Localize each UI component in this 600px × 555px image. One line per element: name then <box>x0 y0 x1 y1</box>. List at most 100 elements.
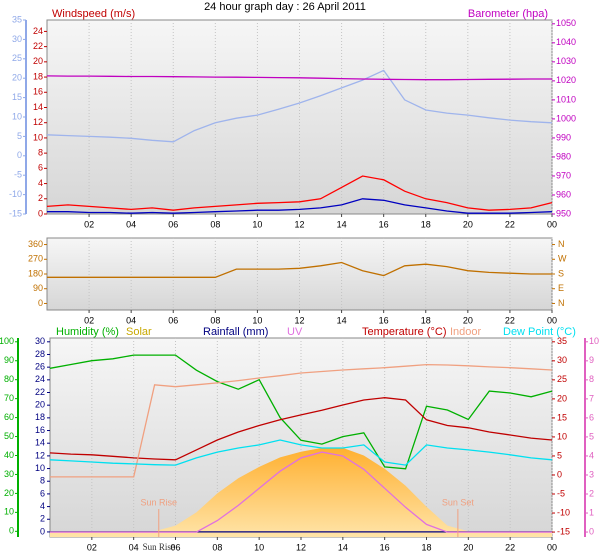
x-tick-label: 00 <box>547 219 557 229</box>
x-tick-label: 12 <box>296 542 306 552</box>
y-tick-label: 950 <box>556 208 571 218</box>
x-tick-label: 22 <box>505 315 515 325</box>
y-tick-label: 1020 <box>556 75 576 85</box>
y-tick-label: 22 <box>35 387 45 397</box>
y-tick-label: 25 <box>557 374 567 384</box>
x-tick-label: 14 <box>338 542 348 552</box>
y-tick-label: 90 <box>4 355 14 365</box>
line <box>50 451 552 533</box>
y-tick-label: 16 <box>35 425 45 435</box>
line <box>49 397 553 461</box>
y-tick-label: 35 <box>12 14 22 24</box>
y-tick-label: 10 <box>557 431 567 441</box>
line <box>46 69 553 143</box>
y-tick-label: -15 <box>557 526 570 536</box>
y-tick-label: 990 <box>556 132 571 142</box>
x-marker-label: Sun Rise <box>143 542 175 552</box>
y-tick-label: 24 <box>33 26 43 36</box>
y-tick-label: 270 <box>28 254 43 264</box>
legend-entry: Rainfall (mm) <box>203 326 268 338</box>
y-tick-label: 8 <box>38 148 43 158</box>
x-tick-label: 06 <box>168 219 178 229</box>
y-tick-label: 12 <box>33 117 43 127</box>
x-tick-label: 02 <box>84 219 94 229</box>
line <box>46 75 552 81</box>
y-tick-label: 180 <box>28 268 43 278</box>
y-tick-label: 8 <box>40 476 45 486</box>
y-axis-label: Windspeed (m/s) <box>52 8 135 20</box>
y-tick-label: 2 <box>38 193 43 203</box>
y-tick-label: 4 <box>40 501 45 511</box>
x-tick-label: 16 <box>380 542 390 552</box>
x-tick-label: 12 <box>294 315 304 325</box>
y-tick-label: 2 <box>40 514 45 524</box>
line <box>47 198 553 214</box>
x-tick-label: 18 <box>421 315 431 325</box>
y-tick-label: -15 <box>9 208 22 218</box>
x-tick-label: 02 <box>84 315 94 325</box>
x-tick-label: 22 <box>505 542 515 552</box>
y-tick-label: 8 <box>589 374 594 384</box>
y-tick-label: 3 <box>589 469 594 479</box>
y-tick-label: 16 <box>33 87 43 97</box>
y-tick-label: 0 <box>38 208 43 218</box>
y-tick-label: 1010 <box>556 94 576 104</box>
x-tick-label: 16 <box>379 315 389 325</box>
x-tick-label: 14 <box>337 315 347 325</box>
y-tick-label: 0 <box>589 526 594 536</box>
y-tick-label: 0 <box>9 526 14 536</box>
legend-entry: Dew Point (°C) <box>503 326 576 338</box>
y-tick-label: 25 <box>12 53 22 63</box>
y-tick-label: 4 <box>38 178 43 188</box>
x-tick-label: 20 <box>463 219 473 229</box>
y-tick-label: S <box>558 268 564 278</box>
x-tick-label: 08 <box>210 315 220 325</box>
x-tick-label: 04 <box>129 542 139 552</box>
y-tick-label: 10 <box>12 111 22 121</box>
y-tick-label: 30 <box>12 34 22 44</box>
y-tick-label: 960 <box>556 189 571 199</box>
chart-title: 24 hour graph day : 26 April 2011 <box>204 1 366 13</box>
y-tick-label: 15 <box>12 92 22 102</box>
y-tick-label: 70 <box>4 393 14 403</box>
y-tick-label: 6 <box>40 488 45 498</box>
y-tick-label: 6 <box>38 163 43 173</box>
area <box>50 447 552 537</box>
y-tick-label: 30 <box>35 336 45 346</box>
y-tick-label: 15 <box>557 412 567 422</box>
x-tick-label: 20 <box>463 315 473 325</box>
x-tick-label: 06 <box>170 542 180 552</box>
y-tick-label: -10 <box>9 189 22 199</box>
x-tick-label: 20 <box>463 542 473 552</box>
y-tick-label: 20 <box>12 73 22 83</box>
y-tick-label: 24 <box>35 374 45 384</box>
x-tick-label: 00 <box>547 542 557 552</box>
annotation: Sun Rise <box>141 497 178 507</box>
y-tick-label: 10 <box>35 463 45 473</box>
y-tick-label: 90 <box>33 283 43 293</box>
y-tick-label: 5 <box>17 131 22 141</box>
y-tick-label: N <box>558 239 565 249</box>
y-tick-label: 18 <box>33 71 43 81</box>
y-tick-label: 30 <box>557 355 567 365</box>
x-tick-label: 10 <box>254 542 264 552</box>
line <box>46 175 553 211</box>
y-tick-label: 26 <box>35 362 45 372</box>
y-tick-label: 6 <box>589 412 594 422</box>
y-tick-label: 40 <box>4 450 14 460</box>
y-tick-label: 100 <box>0 336 14 346</box>
y-tick-label: 20 <box>35 400 45 410</box>
x-tick-label: 22 <box>505 219 515 229</box>
y-tick-label: 20 <box>33 56 43 66</box>
x-tick-label: 18 <box>421 219 431 229</box>
legend-entry: Humidity (%) <box>56 326 119 338</box>
y-tick-label: 0 <box>40 526 45 536</box>
y-tick-label: W <box>558 254 567 264</box>
y-tick-label: 10 <box>4 507 14 517</box>
line <box>49 439 553 466</box>
y-tick-label: N <box>558 298 565 308</box>
y-tick-label: -5 <box>14 170 22 180</box>
x-tick-label: 12 <box>294 219 304 229</box>
y-tick-label: 5 <box>589 431 594 441</box>
y-tick-label: 22 <box>33 41 43 51</box>
